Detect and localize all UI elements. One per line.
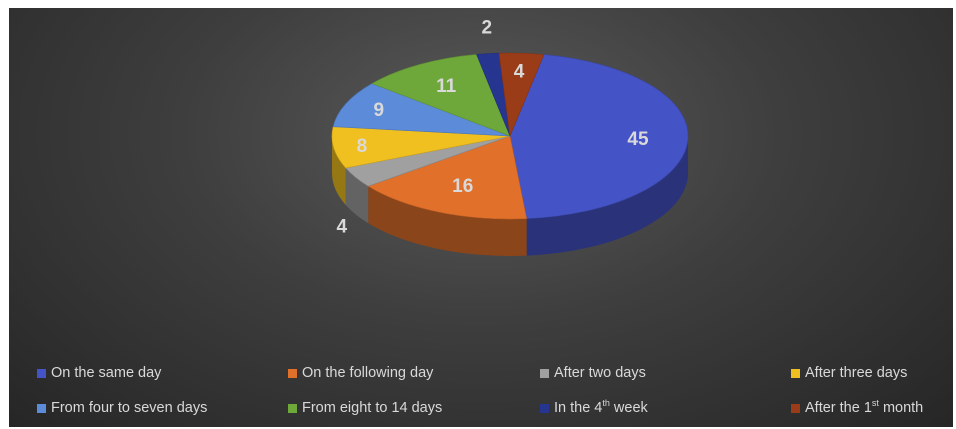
data-label-0: 45 xyxy=(627,129,649,150)
data-label-4: 9 xyxy=(373,100,384,121)
pie-slice-1 xyxy=(367,135,528,220)
legend-item-eight-to-14: From eight to 14 days xyxy=(288,400,442,416)
legend-swatch xyxy=(288,368,297,378)
data-label-1: 16 xyxy=(452,176,473,197)
pie-chart: 45 16 4 89 11 2 4 xyxy=(331,18,689,256)
pie-side-walls xyxy=(332,136,688,256)
legend-label: On the following day xyxy=(302,365,434,381)
legend-item-after-1st-month: After the 1st month xyxy=(791,398,924,416)
legend: On the same day On the following day Aft… xyxy=(9,360,953,426)
legend-label: After three days xyxy=(805,365,908,381)
pie-slice-0 xyxy=(509,54,689,219)
data-label-2: 4 xyxy=(337,216,348,237)
data-label-5: 11 xyxy=(436,76,457,97)
legend-swatch xyxy=(37,403,46,413)
pie-labels: 45 16 4 89 11 2 4 xyxy=(337,18,649,238)
data-label-3: 8 xyxy=(357,136,368,157)
legend-label: After two days xyxy=(554,365,646,381)
legend-label: On the same day xyxy=(51,365,162,381)
pie-slice-5 xyxy=(371,54,511,137)
legend-item-following-day: On the following day xyxy=(288,365,433,381)
legend-item-same-day: On the same day xyxy=(37,365,161,381)
pie-slice-7 xyxy=(498,52,545,138)
pie-slice-4 xyxy=(332,83,511,137)
legend-swatch xyxy=(540,403,549,413)
legend-label: From four to seven days xyxy=(51,400,208,416)
legend-swatch xyxy=(791,368,800,378)
legend-swatch xyxy=(540,368,549,378)
legend-swatch xyxy=(791,403,800,413)
legend-item-two-days: After two days xyxy=(540,365,646,381)
chart-area: 45 16 4 8 9 11 2 4 On the same day On the follo… xyxy=(9,8,953,427)
pie-slice-side-2 xyxy=(345,167,369,224)
pie-top xyxy=(331,52,689,220)
data-label-7: 4 xyxy=(514,61,525,82)
legend-label: In the 4th week xyxy=(554,398,648,416)
legend-swatch xyxy=(37,368,46,378)
pie-slice-side-1 xyxy=(368,186,527,256)
legend-item-four-to-seven: From four to seven days xyxy=(37,400,207,416)
legend-item-4th-week: In the 4th week xyxy=(540,398,648,416)
legend-swatch xyxy=(288,403,297,413)
legend-item-three-days: After three days xyxy=(791,365,907,381)
legend-label: From eight to 14 days xyxy=(302,400,443,416)
data-label-6: 2 xyxy=(481,18,492,39)
legend-label: After the 1st month xyxy=(805,398,924,416)
pie-slice-side-3 xyxy=(332,136,346,205)
pie-slice-side-0 xyxy=(526,136,688,256)
pie-slice-3 xyxy=(331,126,511,169)
